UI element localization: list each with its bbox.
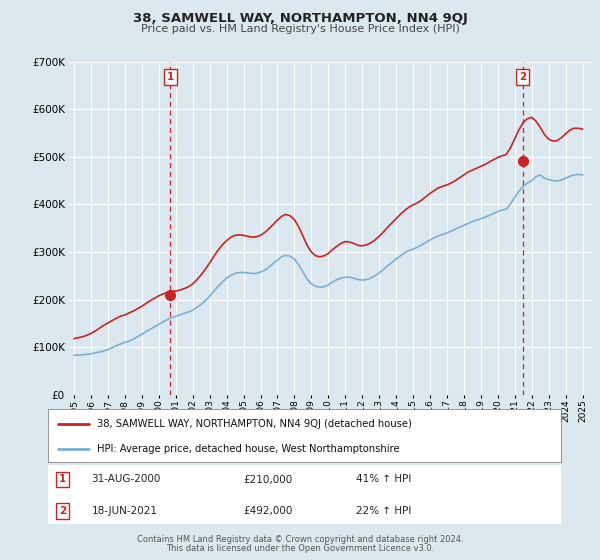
Text: 38, SAMWELL WAY, NORTHAMPTON, NN4 9QJ: 38, SAMWELL WAY, NORTHAMPTON, NN4 9QJ [133,12,467,25]
Text: 1: 1 [59,474,66,484]
Text: 31-AUG-2000: 31-AUG-2000 [92,474,161,484]
Text: 2: 2 [59,506,66,516]
Text: 41% ↑ HPI: 41% ↑ HPI [356,474,411,484]
Text: Price paid vs. HM Land Registry's House Price Index (HPI): Price paid vs. HM Land Registry's House … [140,24,460,34]
Text: 2: 2 [519,72,526,82]
Text: Contains HM Land Registry data © Crown copyright and database right 2024.: Contains HM Land Registry data © Crown c… [137,535,463,544]
Text: 1: 1 [167,72,174,82]
Text: 38, SAMWELL WAY, NORTHAMPTON, NN4 9QJ (detached house): 38, SAMWELL WAY, NORTHAMPTON, NN4 9QJ (d… [97,419,412,429]
Text: This data is licensed under the Open Government Licence v3.0.: This data is licensed under the Open Gov… [166,544,434,553]
Text: HPI: Average price, detached house, West Northamptonshire: HPI: Average price, detached house, West… [97,444,400,454]
Text: 18-JUN-2021: 18-JUN-2021 [92,506,158,516]
Text: 22% ↑ HPI: 22% ↑ HPI [356,506,411,516]
Text: £492,000: £492,000 [243,506,292,516]
Text: £210,000: £210,000 [243,474,292,484]
